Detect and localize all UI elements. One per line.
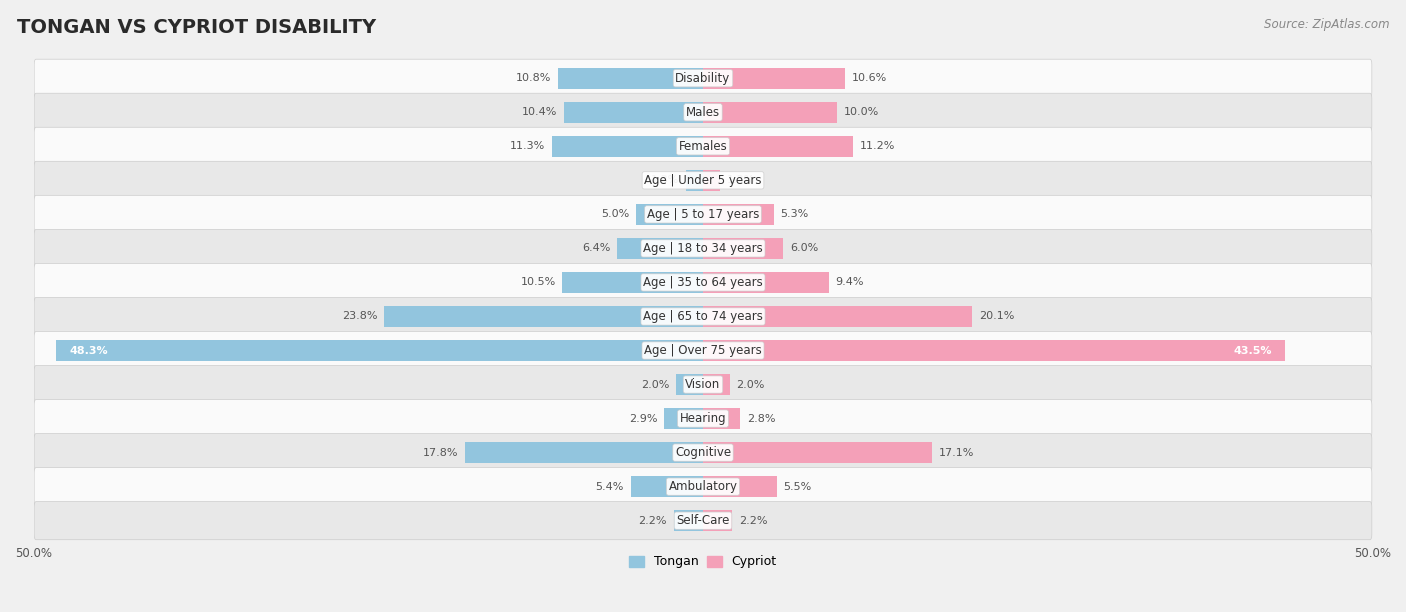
FancyBboxPatch shape (34, 93, 1372, 132)
Bar (631, 476, 703, 497)
Bar (703, 374, 730, 395)
Bar (664, 408, 703, 429)
Bar (703, 170, 720, 191)
Text: 43.5%: 43.5% (1233, 346, 1272, 356)
Text: Age | 5 to 17 years: Age | 5 to 17 years (647, 208, 759, 221)
FancyBboxPatch shape (34, 127, 1372, 165)
Bar (562, 272, 703, 293)
FancyBboxPatch shape (34, 195, 1372, 233)
Bar (703, 204, 773, 225)
Text: 17.8%: 17.8% (422, 447, 458, 458)
Text: 23.8%: 23.8% (342, 312, 378, 321)
Text: 1.3%: 1.3% (651, 176, 679, 185)
FancyBboxPatch shape (34, 468, 1372, 506)
Bar (703, 238, 783, 259)
Bar (464, 442, 703, 463)
Text: 17.1%: 17.1% (939, 447, 974, 458)
Text: Males: Males (686, 106, 720, 119)
Bar (703, 476, 776, 497)
Text: 11.2%: 11.2% (859, 141, 896, 151)
Text: 6.0%: 6.0% (790, 244, 818, 253)
Text: 11.3%: 11.3% (510, 141, 546, 151)
Text: 1.3%: 1.3% (727, 176, 755, 185)
Text: 2.2%: 2.2% (638, 516, 666, 526)
Text: Age | 35 to 64 years: Age | 35 to 64 years (643, 276, 763, 289)
Text: 5.5%: 5.5% (783, 482, 811, 491)
Legend: Tongan, Cypriot: Tongan, Cypriot (624, 550, 782, 573)
FancyBboxPatch shape (34, 332, 1372, 370)
Text: 10.6%: 10.6% (852, 73, 887, 83)
FancyBboxPatch shape (34, 365, 1372, 403)
Bar (617, 238, 703, 259)
Text: Source: ZipAtlas.com: Source: ZipAtlas.com (1264, 18, 1389, 31)
Text: 20.1%: 20.1% (979, 312, 1014, 321)
Bar (676, 374, 703, 395)
Text: 10.4%: 10.4% (522, 107, 557, 118)
Text: 2.0%: 2.0% (641, 379, 669, 389)
Text: 10.5%: 10.5% (520, 277, 555, 288)
Text: Cognitive: Cognitive (675, 446, 731, 459)
Text: 10.0%: 10.0% (844, 107, 879, 118)
Bar (384, 306, 703, 327)
Bar (673, 510, 703, 531)
Text: Self-Care: Self-Care (676, 514, 730, 527)
FancyBboxPatch shape (34, 502, 1372, 540)
Text: Age | 65 to 74 years: Age | 65 to 74 years (643, 310, 763, 323)
Text: 48.3%: 48.3% (70, 346, 108, 356)
Bar (703, 340, 1285, 361)
Bar (703, 408, 741, 429)
FancyBboxPatch shape (34, 297, 1372, 335)
FancyBboxPatch shape (34, 230, 1372, 267)
Text: 10.8%: 10.8% (516, 73, 551, 83)
Text: 5.0%: 5.0% (602, 209, 630, 219)
FancyBboxPatch shape (34, 400, 1372, 438)
Text: Females: Females (679, 140, 727, 153)
FancyBboxPatch shape (34, 263, 1372, 302)
Text: 6.4%: 6.4% (582, 244, 610, 253)
Bar (686, 170, 703, 191)
Bar (703, 68, 845, 89)
FancyBboxPatch shape (34, 59, 1372, 97)
Text: Disability: Disability (675, 72, 731, 84)
Text: Vision: Vision (685, 378, 721, 391)
Text: Ambulatory: Ambulatory (668, 480, 738, 493)
Bar (703, 442, 932, 463)
Bar (56, 340, 703, 361)
Text: TONGAN VS CYPRIOT DISABILITY: TONGAN VS CYPRIOT DISABILITY (17, 18, 375, 37)
Bar (703, 510, 733, 531)
Bar (564, 102, 703, 123)
Text: Age | Over 75 years: Age | Over 75 years (644, 344, 762, 357)
Text: 9.4%: 9.4% (835, 277, 865, 288)
Text: Hearing: Hearing (679, 412, 727, 425)
FancyBboxPatch shape (34, 162, 1372, 200)
Bar (703, 306, 972, 327)
Text: 2.2%: 2.2% (740, 516, 768, 526)
Text: 5.3%: 5.3% (780, 209, 808, 219)
Bar (703, 136, 853, 157)
Bar (551, 136, 703, 157)
Bar (703, 102, 837, 123)
Text: 2.9%: 2.9% (628, 414, 658, 424)
Bar (558, 68, 703, 89)
Text: 2.8%: 2.8% (747, 414, 776, 424)
FancyBboxPatch shape (34, 433, 1372, 472)
Bar (703, 272, 830, 293)
Text: Age | Under 5 years: Age | Under 5 years (644, 174, 762, 187)
Text: 2.0%: 2.0% (737, 379, 765, 389)
Text: Age | 18 to 34 years: Age | 18 to 34 years (643, 242, 763, 255)
Bar (636, 204, 703, 225)
Text: 5.4%: 5.4% (596, 482, 624, 491)
